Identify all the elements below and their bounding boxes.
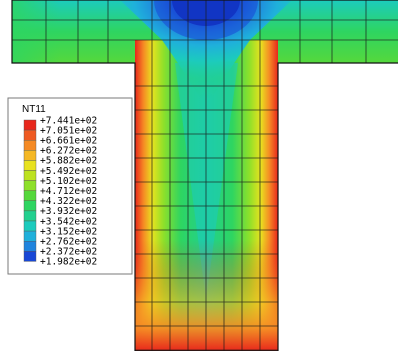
legend-swatch [23, 180, 37, 191]
legend-swatch [23, 210, 37, 222]
legend-label: +2.762e+02 [40, 237, 97, 248]
legend-labels: +7.441e+02+7.051e+02+6.661e+02+6.272e+02… [40, 115, 97, 267]
legend-label: +4.712e+02 [40, 186, 97, 197]
legend-title: NT11 [22, 104, 46, 115]
legend-swatch [23, 129, 37, 141]
legend-swatch [23, 251, 37, 262]
legend-label: +3.542e+02 [40, 216, 97, 227]
legend-colorbar [23, 119, 37, 262]
legend-label: +6.661e+02 [40, 136, 97, 147]
legend-label: +7.441e+02 [40, 115, 97, 126]
legend-label: +4.322e+02 [40, 196, 97, 207]
legend-swatch [23, 190, 37, 201]
legend-label: +1.982e+02 [40, 257, 97, 268]
legend-swatch [23, 139, 37, 151]
legend-label: +7.051e+02 [40, 125, 97, 136]
legend-swatch [23, 160, 37, 171]
legend-label: +3.152e+02 [40, 226, 97, 237]
legend-swatch [23, 119, 37, 131]
legend-swatch [23, 150, 37, 161]
t-section-outline [11, 0, 398, 351]
legend-label: +2.372e+02 [40, 247, 97, 258]
legend-swatch [23, 240, 37, 252]
legend-label: +5.102e+02 [40, 176, 97, 187]
legend-swatch [23, 200, 37, 212]
legend-label: +6.272e+02 [40, 146, 97, 157]
legend-swatch [23, 170, 37, 181]
legend: NT11 +7.441e+02+7.051e+02+6.661e+02+6.27… [7, 97, 133, 275]
legend-label: +3.932e+02 [40, 206, 97, 217]
legend-label: +5.882e+02 [40, 156, 97, 167]
legend-swatch [23, 230, 37, 242]
legend-swatch [23, 220, 37, 232]
legend-label: +5.492e+02 [40, 166, 97, 177]
